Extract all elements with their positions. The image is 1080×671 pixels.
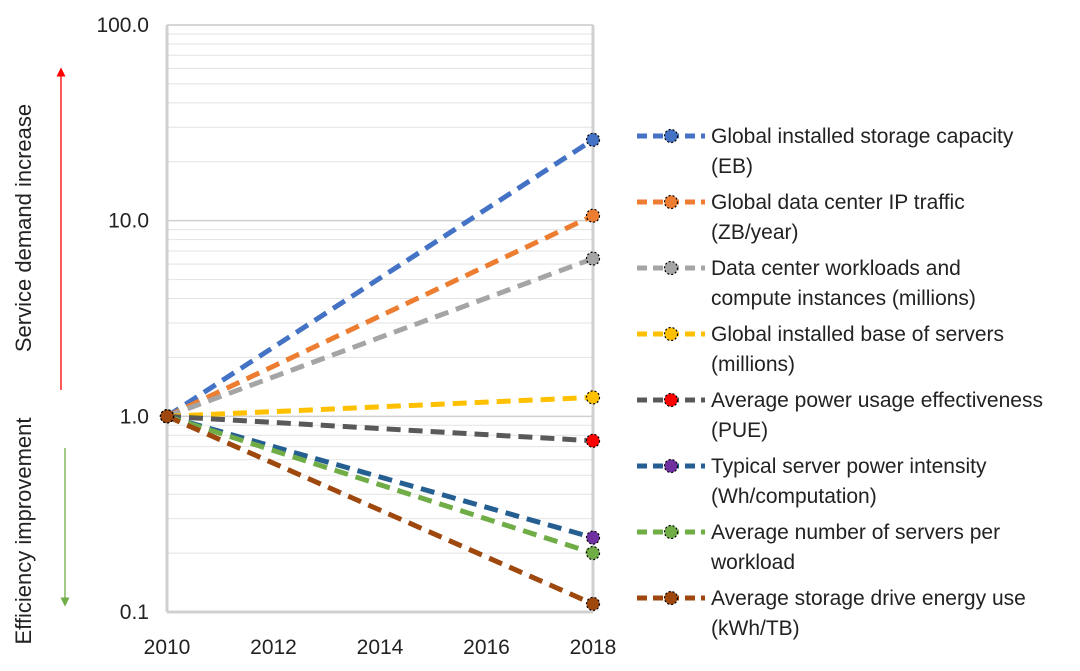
data-point [585,251,601,266]
legend-swatch-marker [663,392,679,408]
legend-label: Global installed storage capacity [711,125,1014,148]
legend-swatch-marker [663,128,679,144]
x-tick-label: 2018 [570,636,617,659]
legend-label: Typical server power intensity [711,455,987,478]
legend-label: (kWh/TB) [711,617,800,640]
legend-label: Global installed base of servers [711,323,1004,346]
legend-label: workload [710,551,795,574]
legend-swatch-marker [663,326,679,342]
data-point [159,409,175,424]
legend-label: Average number of servers per [711,521,1000,544]
legend-swatch-marker [663,590,679,606]
efficiency-label: Efficiency improvement [11,417,36,644]
legend-label: Average storage drive energy use [711,587,1026,610]
y-tick-label: 0.1 [120,601,149,624]
legend-label: (PUE) [711,419,768,442]
series-line [166,394,594,419]
series-line [165,414,595,607]
series-lines [165,137,595,607]
legend-swatch-marker [663,260,679,276]
series-line [166,256,594,419]
y-tick-label: 1.0 [120,405,149,428]
legend-swatch-marker [663,458,679,474]
legend-label: (Wh/computation) [711,485,877,508]
series-line [166,413,594,556]
y-tick-label: 10.0 [108,210,149,233]
legend-label: compute instances (millions) [711,287,976,310]
series-line [166,413,594,444]
axes [165,24,595,614]
x-tick-label: 2014 [357,636,404,659]
series-line [165,137,595,419]
x-tick-label: 2010 [144,636,191,659]
gridlines [167,24,593,613]
x-tick-label: 2016 [463,636,510,659]
series-markers [159,132,601,612]
legend-label: (ZB/year) [711,221,799,244]
x-tick-labels: 2010 2012 2014 2016 2018 [144,636,617,659]
legend-label: (EB) [711,155,753,178]
data-point [585,132,601,147]
legend: Global installed storage capacity (EB) Glo… [637,125,1043,640]
legend-label: (millions) [711,353,795,376]
y-tick-labels: 0.1 1.0 10.0 100.0 [96,14,149,624]
series-line [165,213,595,419]
legend-label: Data center workloads and [711,257,961,280]
data-point [585,390,601,405]
legend-label: Average power usage effectiveness [711,389,1043,412]
data-point [585,208,601,223]
x-tick-label: 2012 [250,636,297,659]
data-point [585,530,601,545]
y-tick-label: 100.0 [96,14,149,37]
side-annotations: Service demand increase Efficiency improv… [11,67,70,645]
legend-label: Global data center IP traffic [711,191,965,214]
legend-swatch-marker [663,194,679,210]
data-point [585,545,601,561]
data-point [585,596,601,612]
data-point [585,433,601,448]
service-demand-label: Service demand increase [11,104,36,352]
legend-swatch-marker [663,524,679,540]
